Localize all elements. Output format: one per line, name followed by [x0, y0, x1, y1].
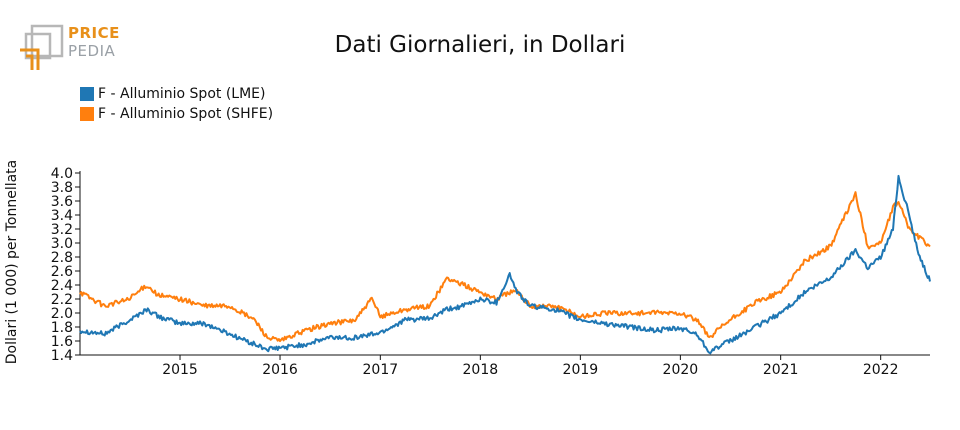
- y-tick-label: 2.8: [51, 250, 73, 266]
- x-tick-label: 2016: [262, 362, 298, 378]
- y-tick-label: 2.0: [51, 306, 73, 322]
- x-tick-label: 2021: [763, 362, 799, 378]
- y-tick-label: 3.0: [51, 236, 73, 252]
- chart-legend: F - Alluminio Spot (LME) F - Alluminio S…: [80, 84, 273, 124]
- y-tick-label: 3.6: [51, 194, 73, 210]
- y-tick-label: 1.8: [51, 320, 73, 336]
- y-tick-label: 3.8: [51, 180, 73, 196]
- pricepedia-logo: PRICE PEDIA: [18, 22, 128, 74]
- y-tick-label: 2.4: [51, 278, 73, 294]
- legend-label-shfe: F - Alluminio Spot (SHFE): [98, 106, 274, 122]
- y-tick-label: 4.0: [51, 166, 73, 182]
- chart-title: Dati Giornalieri, in Dollari: [334, 32, 626, 58]
- x-tick-label: 2019: [563, 362, 599, 378]
- logo-mark-icon: [20, 24, 64, 70]
- series-line-lme: [79, 174, 931, 355]
- y-tick-label: 3.2: [51, 222, 73, 238]
- x-tick-label: 2017: [363, 362, 399, 378]
- legend-label-lme: F - Alluminio Spot (LME): [98, 86, 266, 102]
- legend-item-lme[interactable]: F - Alluminio Spot (LME): [80, 84, 273, 104]
- legend-item-shfe[interactable]: F - Alluminio Spot (SHFE): [80, 104, 273, 124]
- x-tick-label: 2020: [663, 362, 699, 378]
- y-tick-label: 1.6: [51, 334, 73, 350]
- y-tick-label: 3.4: [51, 208, 73, 224]
- series-line-shfe: [79, 191, 931, 343]
- logo-text-pedia: PEDIA: [68, 42, 116, 60]
- legend-swatch-lme: [80, 87, 94, 101]
- legend-swatch-shfe: [80, 107, 94, 121]
- x-tick-label: 2022: [863, 362, 899, 378]
- x-tick-label: 2015: [162, 362, 198, 378]
- x-tick-label: 2018: [463, 362, 499, 378]
- y-tick-label: 2.6: [51, 264, 73, 280]
- y-tick-label: 1.4: [51, 348, 73, 364]
- logo-text-price: PRICE: [68, 24, 120, 42]
- y-tick-label: 2.2: [51, 292, 73, 308]
